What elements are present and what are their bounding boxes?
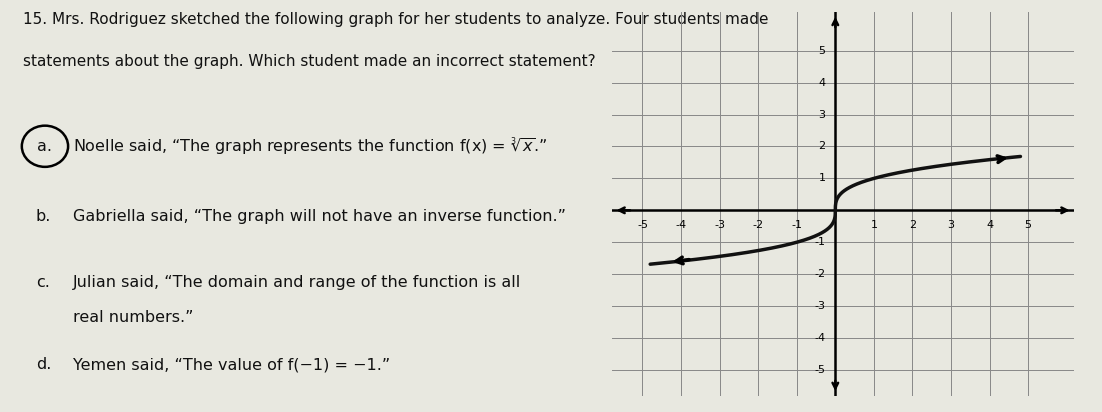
Text: -1: -1 [791, 220, 802, 230]
Text: -4: -4 [814, 333, 825, 343]
Text: d.: d. [35, 357, 51, 372]
Text: 3: 3 [948, 220, 954, 230]
Text: 4: 4 [819, 77, 825, 88]
Text: Noelle said, “The graph represents the function f(x) = $\sqrt[3]{x}$.”: Noelle said, “The graph represents the f… [73, 135, 548, 157]
Text: 2: 2 [909, 220, 916, 230]
Text: -5: -5 [637, 220, 648, 230]
Text: b.: b. [35, 209, 51, 224]
Text: 2: 2 [819, 141, 825, 152]
Text: 1: 1 [871, 220, 877, 230]
Text: -1: -1 [814, 237, 825, 247]
Text: 5: 5 [1025, 220, 1031, 230]
Text: 5: 5 [819, 46, 825, 56]
Text: statements about the graph. Which student made an incorrect statement?: statements about the graph. Which studen… [23, 54, 596, 68]
Text: 15. Mrs. Rodriguez sketched the following graph for her students to analyze. Fou: 15. Mrs. Rodriguez sketched the followin… [23, 12, 769, 27]
Text: c.: c. [35, 275, 50, 290]
Text: Yemen said, “The value of f(−1) = −1.”: Yemen said, “The value of f(−1) = −1.” [73, 357, 390, 372]
Text: a.: a. [37, 139, 53, 154]
Text: 3: 3 [819, 110, 825, 119]
Text: -5: -5 [814, 365, 825, 375]
Text: -3: -3 [814, 301, 825, 311]
Text: -2: -2 [753, 220, 764, 230]
Text: 1: 1 [819, 173, 825, 183]
Text: real numbers.”: real numbers.” [73, 310, 193, 325]
Text: 4: 4 [986, 220, 993, 230]
Text: -4: -4 [676, 220, 687, 230]
Text: -2: -2 [814, 269, 825, 279]
Text: Julian said, “The domain and range of the function is all: Julian said, “The domain and range of th… [73, 275, 521, 290]
Text: -3: -3 [714, 220, 725, 230]
Text: Gabriella said, “The graph will not have an inverse function.”: Gabriella said, “The graph will not have… [73, 209, 565, 224]
